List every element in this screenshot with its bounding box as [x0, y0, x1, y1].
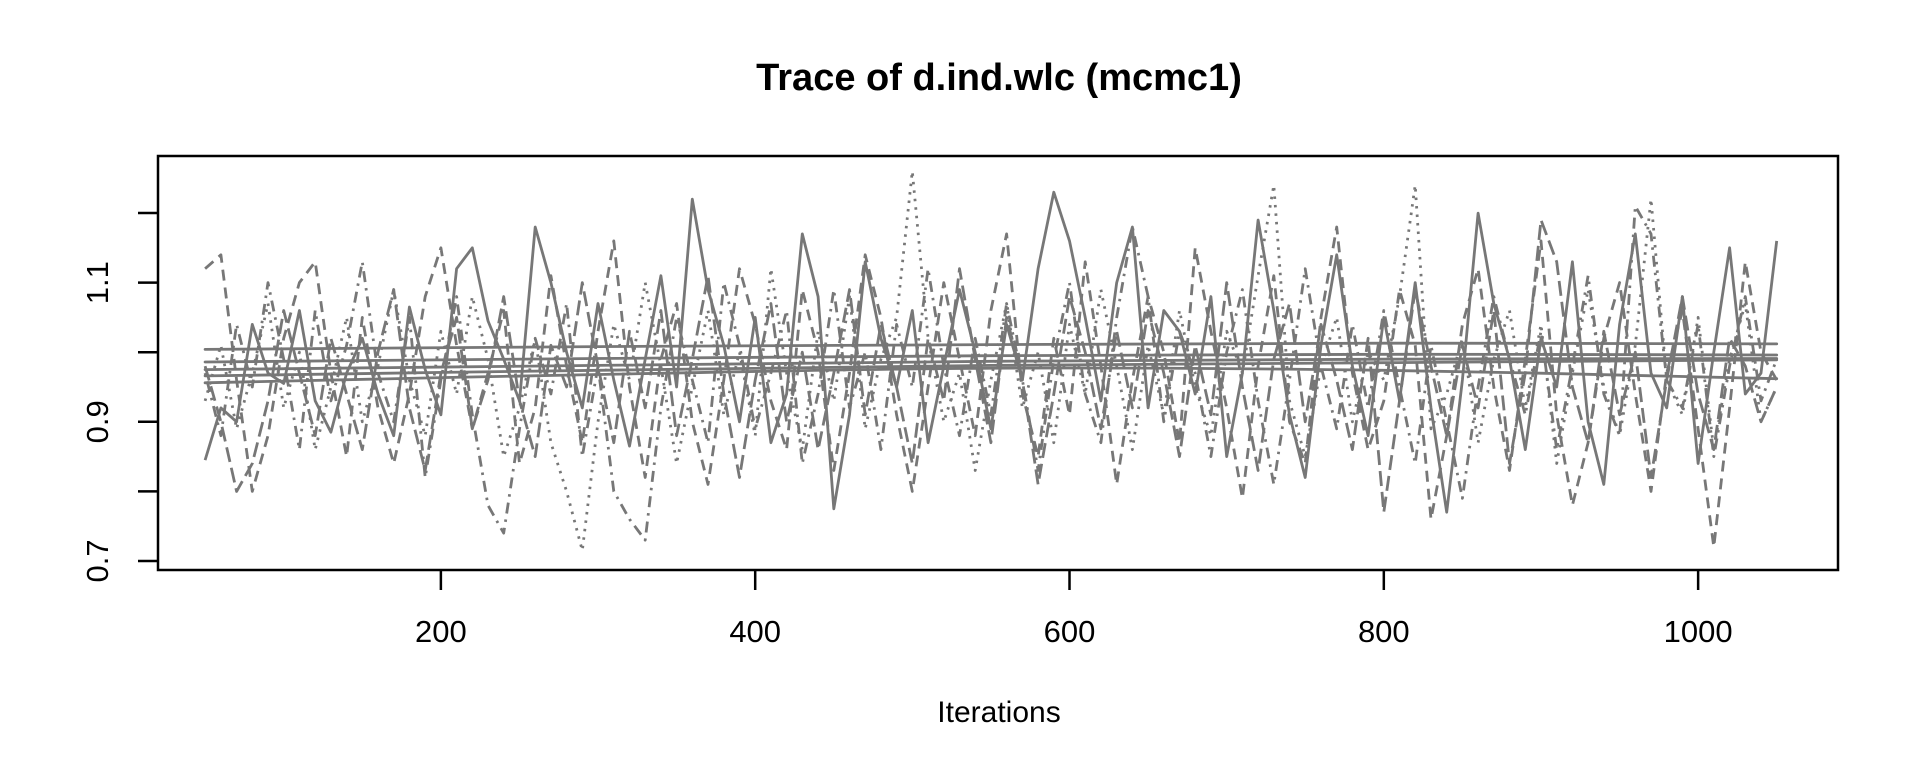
- y-axis: 0.7 0.9 1.1: [80, 211, 158, 583]
- x-axis: 200 400 600 800 1000: [415, 570, 1733, 649]
- y-tick-label: 1.1: [80, 261, 115, 304]
- y-tick-label: 0.9: [80, 400, 115, 443]
- x-axis-label: Iterations: [937, 696, 1060, 729]
- smooth-chain3-line: [203, 357, 1779, 371]
- x-tick-label: 200: [415, 614, 467, 649]
- trace-line-chain4: [203, 204, 1779, 542]
- plot-title: Trace of d.ind.wlc (mcmc1): [756, 57, 1242, 99]
- smooth-chain2-line: [203, 352, 1779, 364]
- smooth-chain4-line: [203, 358, 1779, 378]
- smooth-chain1-line: [203, 341, 1779, 351]
- x-tick-label: 800: [1358, 614, 1410, 649]
- trace-lines: [203, 169, 1779, 552]
- trace-line-chain5: [203, 218, 1778, 514]
- smoother-lines: [203, 341, 1779, 385]
- plot-box: [156, 154, 1840, 572]
- x-tick-label: 1000: [1664, 614, 1733, 649]
- trace-line-chain1: [203, 190, 1779, 514]
- x-tick-label: 400: [729, 614, 781, 649]
- smooth-chain5-line: [203, 366, 1779, 385]
- y-tick-label: 0.7: [80, 539, 115, 582]
- x-tick-label: 600: [1044, 614, 1096, 649]
